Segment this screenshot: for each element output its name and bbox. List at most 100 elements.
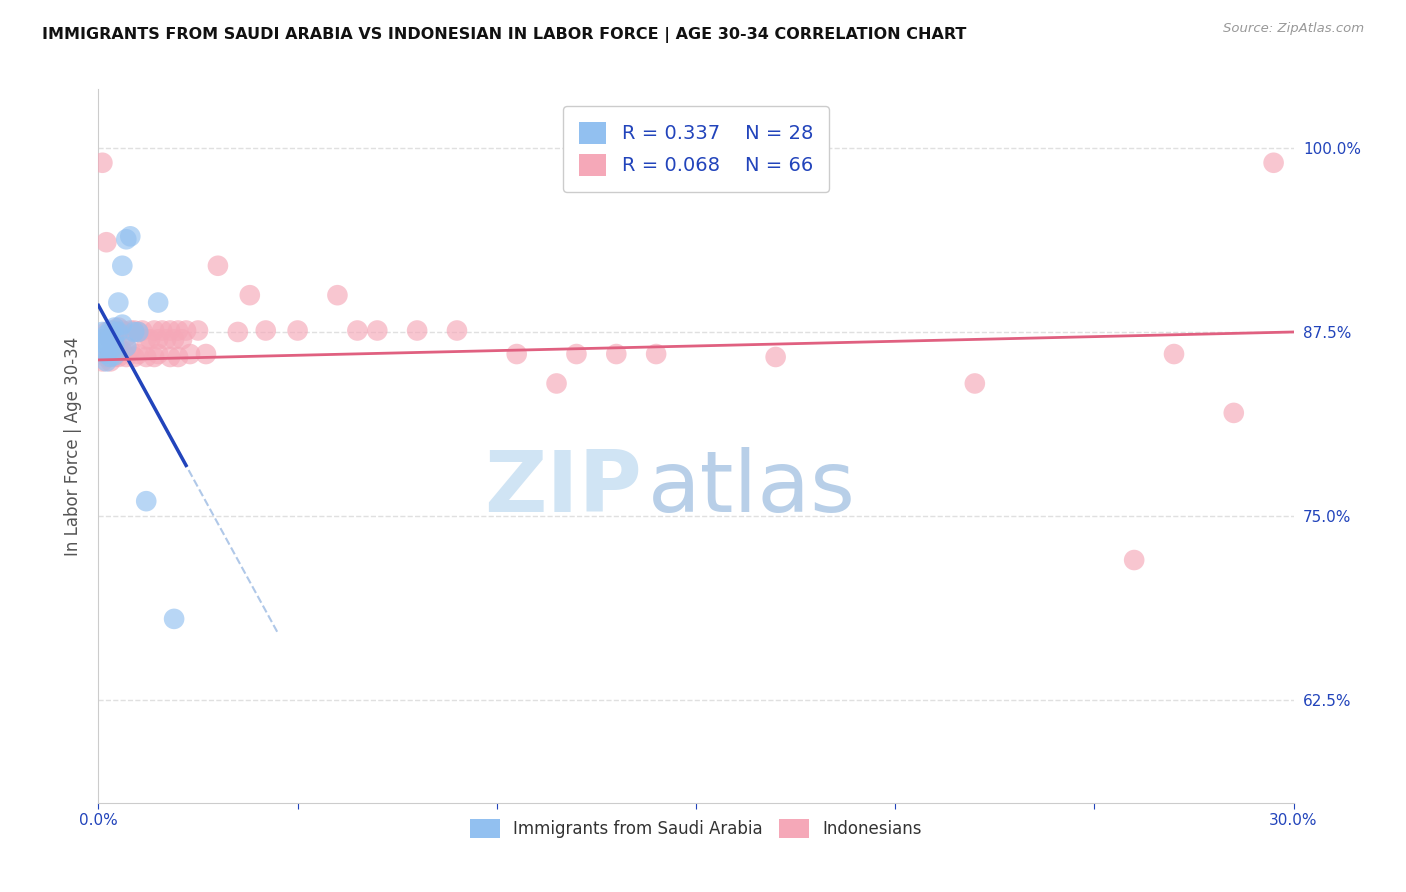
Point: [195, 347, 218, 361]
Point: [124, 350, 146, 364]
Point: [111, 344, 134, 359]
Point: [207, 259, 229, 273]
Point: [148, 295, 170, 310]
Point: [446, 324, 468, 338]
Point: [96, 338, 118, 352]
Point: [287, 324, 309, 338]
Point: [1263, 155, 1285, 169]
Point: [96, 350, 118, 364]
Point: [98, 350, 122, 364]
Legend: Immigrants from Saudi Arabia, Indonesians: Immigrants from Saudi Arabia, Indonesian…: [463, 812, 929, 845]
Point: [96, 327, 118, 342]
Point: [91, 332, 114, 346]
Point: [98, 332, 122, 346]
Point: [107, 325, 129, 339]
Point: [187, 324, 209, 338]
Point: [91, 335, 114, 350]
Point: [115, 232, 138, 246]
Point: [98, 347, 122, 361]
Point: [98, 354, 122, 368]
Point: [155, 332, 177, 346]
Point: [120, 229, 142, 244]
Point: [103, 320, 125, 334]
Point: [103, 344, 125, 359]
Point: [115, 340, 138, 354]
Point: [91, 332, 114, 346]
Point: [326, 288, 349, 302]
Point: [506, 347, 529, 361]
Text: Source: ZipAtlas.com: Source: ZipAtlas.com: [1223, 22, 1364, 36]
Point: [135, 350, 157, 364]
Point: [143, 350, 166, 364]
Point: [135, 332, 157, 346]
Text: atlas: atlas: [648, 447, 856, 531]
Point: [139, 332, 162, 346]
Point: [111, 259, 134, 273]
Point: [103, 324, 125, 338]
Point: [148, 347, 170, 361]
Point: [167, 350, 190, 364]
Point: [163, 612, 186, 626]
Point: [98, 324, 122, 338]
Point: [346, 324, 368, 338]
Point: [103, 349, 125, 363]
Point: [120, 344, 142, 359]
Point: [107, 350, 129, 364]
Point: [406, 324, 429, 338]
Point: [124, 324, 146, 338]
Point: [120, 324, 142, 338]
Point: [963, 376, 986, 391]
Point: [107, 295, 129, 310]
Point: [91, 155, 114, 169]
Point: [565, 347, 588, 361]
Point: [103, 338, 125, 352]
Point: [179, 347, 201, 361]
Point: [254, 324, 277, 338]
Point: [1223, 406, 1246, 420]
Point: [115, 350, 138, 364]
Point: [159, 324, 181, 338]
Point: [91, 344, 114, 359]
Point: [91, 354, 114, 368]
Text: ZIP: ZIP: [485, 447, 643, 531]
Point: [91, 325, 114, 339]
Point: [239, 288, 262, 302]
Point: [366, 324, 388, 338]
Point: [131, 324, 153, 338]
Point: [98, 332, 122, 346]
Point: [103, 329, 125, 343]
Point: [143, 324, 166, 338]
Point: [174, 324, 197, 338]
Point: [96, 325, 118, 339]
Point: [98, 343, 122, 357]
Point: [107, 340, 129, 354]
Point: [226, 325, 249, 339]
Point: [765, 350, 787, 364]
Point: [111, 324, 134, 338]
Point: [96, 354, 118, 368]
Point: [150, 324, 173, 338]
Point: [107, 320, 129, 334]
Point: [127, 325, 149, 339]
Point: [148, 332, 170, 346]
Point: [124, 325, 146, 339]
Point: [103, 350, 125, 364]
Point: [159, 350, 181, 364]
Point: [127, 347, 149, 361]
Point: [135, 494, 157, 508]
Point: [111, 318, 134, 332]
Point: [605, 347, 627, 361]
Point: [167, 324, 190, 338]
Point: [546, 376, 568, 391]
Point: [1163, 347, 1185, 361]
Text: IMMIGRANTS FROM SAUDI ARABIA VS INDONESIAN IN LABOR FORCE | AGE 30-34 CORRELATIO: IMMIGRANTS FROM SAUDI ARABIA VS INDONESI…: [42, 27, 966, 43]
Y-axis label: In Labor Force | Age 30-34: In Labor Force | Age 30-34: [63, 336, 82, 556]
Point: [96, 235, 118, 250]
Point: [115, 329, 138, 343]
Point: [645, 347, 668, 361]
Point: [127, 325, 149, 339]
Point: [163, 332, 186, 346]
Point: [96, 347, 118, 361]
Point: [172, 332, 194, 346]
Point: [1123, 553, 1146, 567]
